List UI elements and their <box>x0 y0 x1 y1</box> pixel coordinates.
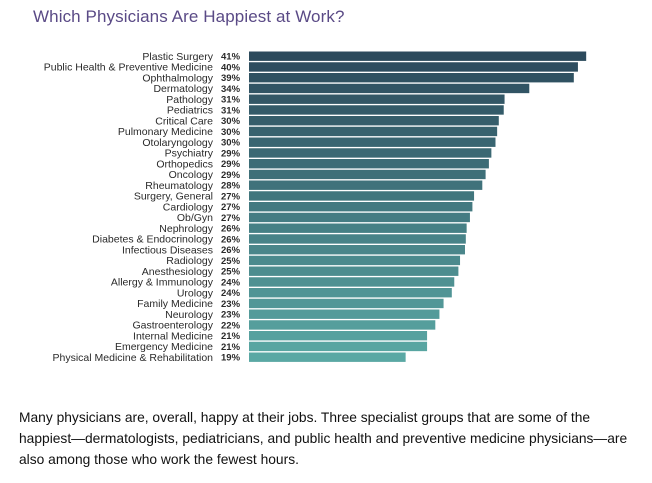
value-label: 27% <box>221 202 241 213</box>
value-label: 21% <box>221 331 241 342</box>
category-label: Public Health & Preventive Medicine <box>44 62 213 74</box>
category-label: Neurology <box>165 309 214 321</box>
bar-internal-medicine <box>249 331 428 341</box>
bar-nephrology <box>249 223 467 233</box>
value-label: 24% <box>221 277 241 288</box>
category-label: Ob/Gyn <box>177 212 213 224</box>
bar-otolaryngology <box>249 137 496 147</box>
category-label: Internal Medicine <box>133 330 213 342</box>
category-label: Surgery, General <box>134 191 213 203</box>
bar-urology <box>249 288 452 298</box>
category-label: Critical Care <box>155 115 213 127</box>
bar-gastroenterology <box>249 320 436 330</box>
value-label: 41% <box>221 52 241 63</box>
category-label: Urology <box>177 287 214 299</box>
bar-radiology <box>249 255 461 266</box>
value-label: 31% <box>221 95 241 106</box>
value-label: 27% <box>221 213 241 224</box>
bars <box>249 51 587 362</box>
bar-plastic-surgery <box>249 51 587 61</box>
category-label: Dermatology <box>153 83 213 95</box>
bar-family-medicine <box>249 298 444 309</box>
bar-infectious-diseases <box>249 245 465 255</box>
category-label: Allergy & Immunology <box>111 277 214 289</box>
value-label: 22% <box>221 320 241 331</box>
bar-ob-gyn <box>249 212 470 223</box>
bar-rheumatology <box>249 180 483 190</box>
bar-ophthalmology <box>249 73 574 83</box>
category-label: Psychiatry <box>165 148 214 160</box>
value-label: 28% <box>221 181 241 192</box>
value-label: 30% <box>221 127 241 138</box>
chart-caption: Many physicians are, overall, happy at t… <box>19 410 628 467</box>
bar-neurology <box>249 309 440 319</box>
value-labels: 41%40%39%34%31%31%30%30%30%29%29%29%28%2… <box>221 52 241 364</box>
category-label: Orthopedics <box>156 158 213 170</box>
value-label: 29% <box>221 170 241 181</box>
category-label: Pediatrics <box>167 105 213 117</box>
category-label: Nephrology <box>159 223 213 235</box>
bar-surgery-general <box>249 191 475 201</box>
value-label: 29% <box>221 159 241 170</box>
category-label: Diabetes & Endocrinology <box>92 234 214 246</box>
value-label: 21% <box>221 342 241 353</box>
value-label: 39% <box>221 73 241 84</box>
bar-anesthesiology <box>249 266 459 276</box>
value-label: 25% <box>221 267 241 278</box>
value-label: 34% <box>221 84 241 95</box>
category-label: Cardiology <box>163 201 214 213</box>
bar-pediatrics <box>249 105 504 115</box>
category-label: Oncology <box>169 169 214 181</box>
bar-critical-care <box>249 116 499 126</box>
category-label: Pulmonary Medicine <box>118 126 213 138</box>
category-label: Gastroenterology <box>132 320 213 332</box>
category-label: Emergency Medicine <box>115 341 213 353</box>
value-label: 30% <box>221 138 241 149</box>
bar-pulmonary-medicine <box>249 126 498 137</box>
value-label: 30% <box>221 116 241 127</box>
bar-public-health-preventive-medicine <box>249 62 578 72</box>
bar-psychiatry <box>249 148 492 158</box>
category-label: Infectious Diseases <box>122 244 213 256</box>
bar-oncology <box>249 169 486 180</box>
category-label: Family Medicine <box>137 298 213 310</box>
bar-pathology <box>249 94 505 104</box>
category-label: Plastic Surgery <box>142 51 213 63</box>
value-label: 40% <box>221 62 241 73</box>
category-label: Ophthalmology <box>142 72 213 84</box>
value-label: 23% <box>221 299 241 310</box>
category-label: Anesthesiology <box>142 266 214 278</box>
bar-cardiology <box>249 202 473 212</box>
value-label: 23% <box>221 310 241 321</box>
category-label: Otolaryngology <box>142 137 213 149</box>
bar-emergency-medicine <box>249 341 428 352</box>
value-label: 19% <box>221 353 241 364</box>
category-label: Pathology <box>166 94 213 106</box>
value-label: 26% <box>221 234 241 245</box>
value-label: 25% <box>221 256 241 267</box>
category-label: Physical Medicine & Rehabilitation <box>53 352 214 364</box>
bar-orthopedics <box>249 159 489 169</box>
value-label: 27% <box>221 191 241 202</box>
bar-allergy-immunology <box>249 277 455 287</box>
value-label: 31% <box>221 105 241 116</box>
bar-dermatology <box>249 83 530 94</box>
bar-physical-medicine-rehabilitation <box>249 352 406 362</box>
value-label: 24% <box>221 288 241 299</box>
value-label: 26% <box>221 224 241 235</box>
category-label: Rheumatology <box>145 180 213 192</box>
value-label: 29% <box>221 148 241 159</box>
category-label: Radiology <box>166 255 213 267</box>
value-label: 26% <box>221 245 241 256</box>
chart-title: Which Physicians Are Happiest at Work? <box>33 7 345 26</box>
bar-diabetes-endocrinology <box>249 234 466 244</box>
